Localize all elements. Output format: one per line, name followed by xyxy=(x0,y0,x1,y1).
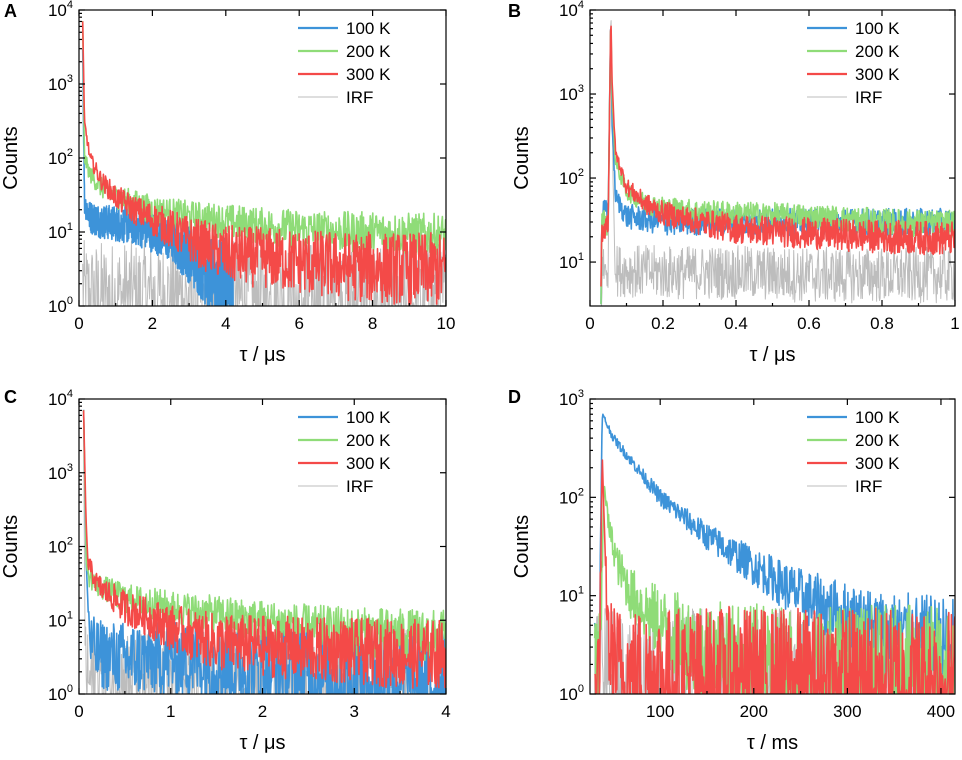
y-tick-label: 101 xyxy=(48,609,73,630)
legend-label: 300 K xyxy=(346,65,391,84)
legend-label: 100 K xyxy=(346,19,391,38)
x-tick-label: 3 xyxy=(350,702,359,721)
y-axis-title: Counts xyxy=(0,126,22,189)
panel-a: A 0 2 4 6 8 10 100 101 102 103 104 τ / μs Counts 100 … xyxy=(0,0,455,366)
panel-letter-c: C xyxy=(4,387,17,407)
y-tick-label: 100 xyxy=(48,683,73,704)
x-tick-label: 0.4 xyxy=(724,314,748,333)
series-group xyxy=(82,409,446,694)
x-tick-label: 0 xyxy=(74,314,83,333)
x-tick-label: 6 xyxy=(294,314,303,333)
legend-label: IRF xyxy=(346,477,373,496)
y-tick-label: 104 xyxy=(559,0,584,20)
x-tick-label: 400 xyxy=(927,702,955,721)
panel-b-plot: 0 0.2 0.4 0.6 0.8 1 101 102 103 104 τ / μs Counts 10… xyxy=(511,0,960,366)
y-tick-label: 102 xyxy=(48,536,73,557)
x-tick-label: 0.2 xyxy=(651,314,675,333)
y-tick-label: 100 xyxy=(559,683,584,704)
x-axis-title: τ / ms xyxy=(747,732,798,754)
panel-c-plot: 0 1 2 3 4 100 101 102 103 104 τ / μs Counts 100 K 200… xyxy=(0,388,451,754)
legend-label: 100 K xyxy=(855,19,900,38)
panel-letter-b: B xyxy=(508,1,521,21)
y-tick-label: 103 xyxy=(48,73,73,94)
panel-b: B 0 0.2 0.4 0.6 0.8 1 101 102 103 104 τ / μs Counts… xyxy=(508,0,960,366)
x-tick-label: 1 xyxy=(166,702,175,721)
y-axis-title: Counts xyxy=(511,126,533,189)
y-tick-label: 101 xyxy=(48,221,73,242)
legend-label: IRF xyxy=(855,477,882,496)
x-tick-label: 0.6 xyxy=(797,314,821,333)
x-tick-label: 0.8 xyxy=(870,314,894,333)
series-line-300k xyxy=(81,21,446,306)
panel-letter-a: A xyxy=(4,1,17,21)
panel-d-plot: 100 200 300 400 100 101 102 103 τ / ms Counts 100 … xyxy=(511,388,956,754)
x-axis-title: τ / μs xyxy=(749,344,795,366)
series-group xyxy=(593,413,955,694)
panel-letter-d: D xyxy=(508,387,521,407)
x-tick-label: 300 xyxy=(833,702,861,721)
legend-label: 200 K xyxy=(346,42,391,61)
y-tick-label: 104 xyxy=(48,0,73,20)
x-tick-label: 10 xyxy=(437,314,456,333)
y-tick-label: 103 xyxy=(559,388,584,409)
x-axis-title: τ / μs xyxy=(239,344,285,366)
y-tick-label: 101 xyxy=(559,251,584,272)
x-tick-label: 1 xyxy=(950,314,959,333)
y-tick-label: 102 xyxy=(559,486,584,507)
y-tick-label: 103 xyxy=(48,462,73,483)
legend-label: 100 K xyxy=(346,408,391,427)
legend-label: IRF xyxy=(346,88,373,107)
legend-label: 300 K xyxy=(855,65,900,84)
legend-label: 200 K xyxy=(855,431,900,450)
x-tick-label: 0 xyxy=(74,702,83,721)
legend-label: 200 K xyxy=(855,42,900,61)
x-tick-label: 4 xyxy=(221,314,230,333)
x-axis-title: τ / μs xyxy=(239,732,285,754)
plot-frame xyxy=(589,398,956,695)
x-tick-label: 2 xyxy=(258,702,267,721)
legend-label: 200 K xyxy=(346,431,391,450)
panel-c: C 0 1 2 3 4 100 101 102 103 104 τ / μs Counts 100 K 2… xyxy=(0,387,451,754)
x-tick-label: 0 xyxy=(585,314,594,333)
y-tick-label: 102 xyxy=(48,147,73,168)
series-line-300k xyxy=(82,410,446,689)
series-line-300k xyxy=(600,25,955,287)
y-tick-label: 103 xyxy=(559,83,584,104)
series-line-300k xyxy=(594,459,955,694)
y-tick-label: 100 xyxy=(48,295,73,316)
legend-label: IRF xyxy=(855,88,882,107)
x-tick-label: 4 xyxy=(441,702,450,721)
x-tick-label: 100 xyxy=(646,702,674,721)
legend-label: 300 K xyxy=(855,454,900,473)
y-tick-label: 102 xyxy=(559,167,584,188)
y-axis-title: Counts xyxy=(511,515,533,578)
y-tick-label: 101 xyxy=(559,585,584,606)
y-axis-title: Counts xyxy=(0,515,22,578)
legend-label: 300 K xyxy=(346,454,391,473)
legend-label: 100 K xyxy=(855,408,900,427)
panel-a-plot: 0 2 4 6 8 10 100 101 102 103 104 τ / μs Counts 100 K 2… xyxy=(0,0,455,366)
x-tick-label: 2 xyxy=(148,314,157,333)
x-tick-label: 8 xyxy=(368,314,377,333)
series-line-irf xyxy=(600,20,955,306)
series-group xyxy=(81,20,446,306)
series-group xyxy=(600,20,955,306)
y-tick-label: 104 xyxy=(48,388,73,409)
x-tick-label: 200 xyxy=(740,702,768,721)
